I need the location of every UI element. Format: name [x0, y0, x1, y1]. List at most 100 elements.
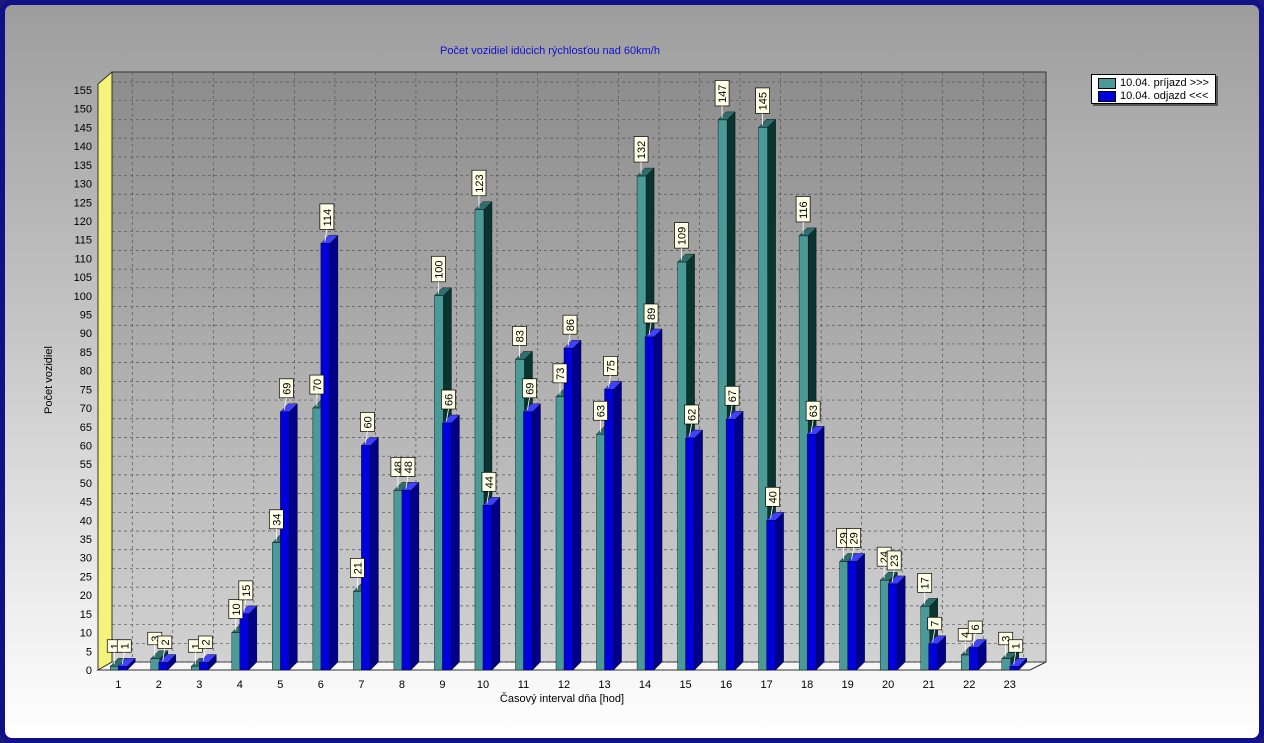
bar-side: [572, 339, 582, 671]
data-label: 100: [431, 255, 446, 283]
x-axis-label: Časový interval dňa [hod]: [500, 692, 624, 705]
bar-front: [272, 542, 282, 671]
x-tick-label: 19: [842, 679, 854, 691]
y-tick-label: 90: [80, 328, 92, 340]
data-label-text: 75: [606, 360, 618, 372]
bar-front: [766, 520, 776, 671]
data-label: 69: [278, 378, 294, 399]
data-label-text: 6: [970, 624, 982, 630]
data-label: 1: [1008, 639, 1024, 653]
bar-front: [1009, 666, 1019, 671]
y-tick-label: 30: [80, 553, 92, 565]
x-tick-label: 10: [477, 679, 489, 691]
x-tick-label: 21: [923, 679, 935, 691]
bar-side: [491, 496, 501, 671]
x-tick-label: 20: [882, 679, 894, 691]
data-label-leader: [121, 652, 125, 665]
bar: [887, 575, 906, 671]
x-tick-label: 8: [399, 679, 405, 691]
bars: [109, 111, 1028, 671]
bar-front: [320, 243, 331, 671]
axis-ticks: 0510152025303540455055606570758085909510…: [74, 85, 1016, 691]
y-tick-label: 45: [80, 497, 92, 509]
y-tick-label: 115: [74, 235, 92, 247]
y-tick-label: 145: [74, 122, 92, 134]
bar-front: [474, 209, 485, 671]
y-tick-label: 35: [80, 534, 92, 546]
data-label-text: 3: [150, 636, 162, 642]
y-tick-label: 105: [74, 272, 92, 284]
data-label: 109: [674, 222, 689, 249]
data-label-text: 2: [200, 639, 212, 645]
data-label-text: 132: [636, 141, 648, 159]
bar-front: [685, 437, 695, 671]
legend-swatch-arrival: [1098, 77, 1116, 89]
data-label: 86: [562, 314, 578, 335]
bar-front: [312, 407, 323, 671]
data-label: 73: [552, 363, 568, 384]
bar: [604, 380, 623, 671]
data-label: 114: [319, 203, 335, 230]
bar-front: [879, 579, 890, 671]
legend: 10.04. príjazd >>> 10.04. odjazd <<<: [1091, 74, 1216, 104]
data-label-leader: [648, 322, 652, 336]
bar: [644, 328, 663, 671]
data-label-text: 86: [565, 319, 577, 331]
data-label-text: 83: [514, 330, 526, 342]
x-tick-label: 15: [679, 679, 691, 691]
bar-side: [734, 410, 744, 671]
data-label-text: 34: [271, 514, 283, 526]
bar-side: [815, 425, 825, 671]
data-label-leader: [1013, 652, 1017, 665]
y-tick-label: 140: [74, 141, 92, 153]
bar-front: [515, 359, 525, 671]
x-tick-label: 12: [558, 679, 570, 691]
data-label-text: 69: [281, 383, 293, 395]
data-label: 132: [633, 136, 649, 163]
bar-front: [636, 175, 647, 671]
y-axis-label: Počet vozidiel: [43, 346, 55, 414]
data-label: 21: [350, 558, 365, 578]
bar: [482, 496, 501, 671]
y-tick-label: 130: [74, 179, 92, 191]
bar-front: [482, 505, 493, 671]
x-tick-label: 17: [760, 679, 772, 691]
data-label-text: 63: [808, 405, 820, 417]
bar: [725, 410, 744, 671]
data-label: 17: [917, 573, 933, 593]
data-label: 70: [309, 374, 325, 395]
data-label-text: 1: [119, 643, 131, 649]
data-label: 89: [643, 303, 659, 324]
bar: [685, 429, 704, 671]
data-label: 44: [481, 472, 497, 492]
bar: [522, 403, 541, 671]
y-tick-label: 5: [86, 646, 92, 658]
bar: [766, 511, 785, 671]
bar-front: [361, 445, 371, 671]
x-tick-label: 22: [963, 679, 975, 691]
bar-front: [280, 411, 290, 671]
bar-front: [158, 662, 168, 671]
bar: [401, 481, 420, 671]
data-label-leader: [527, 397, 530, 410]
data-label-text: 23: [889, 555, 901, 567]
data-label-leader: [202, 648, 206, 661]
bar: [441, 414, 460, 671]
legend-label-departure: 10.04. odjazd <<<: [1120, 90, 1209, 102]
bar-front: [798, 235, 809, 671]
y-tick-label: 75: [80, 384, 92, 396]
data-label-text: 147: [717, 85, 729, 103]
data-label-leader: [851, 547, 855, 560]
bar-front: [442, 422, 452, 671]
bar-front: [523, 411, 533, 671]
data-label-leader: [446, 408, 449, 422]
bar-front: [677, 261, 687, 671]
data-label-text: 67: [727, 390, 739, 402]
bar-side: [532, 403, 541, 671]
bar: [360, 437, 379, 671]
bar-side: [248, 605, 258, 671]
data-label-text: 109: [677, 227, 689, 245]
data-label-leader: [689, 423, 692, 437]
y-tick-label: 100: [74, 291, 92, 303]
